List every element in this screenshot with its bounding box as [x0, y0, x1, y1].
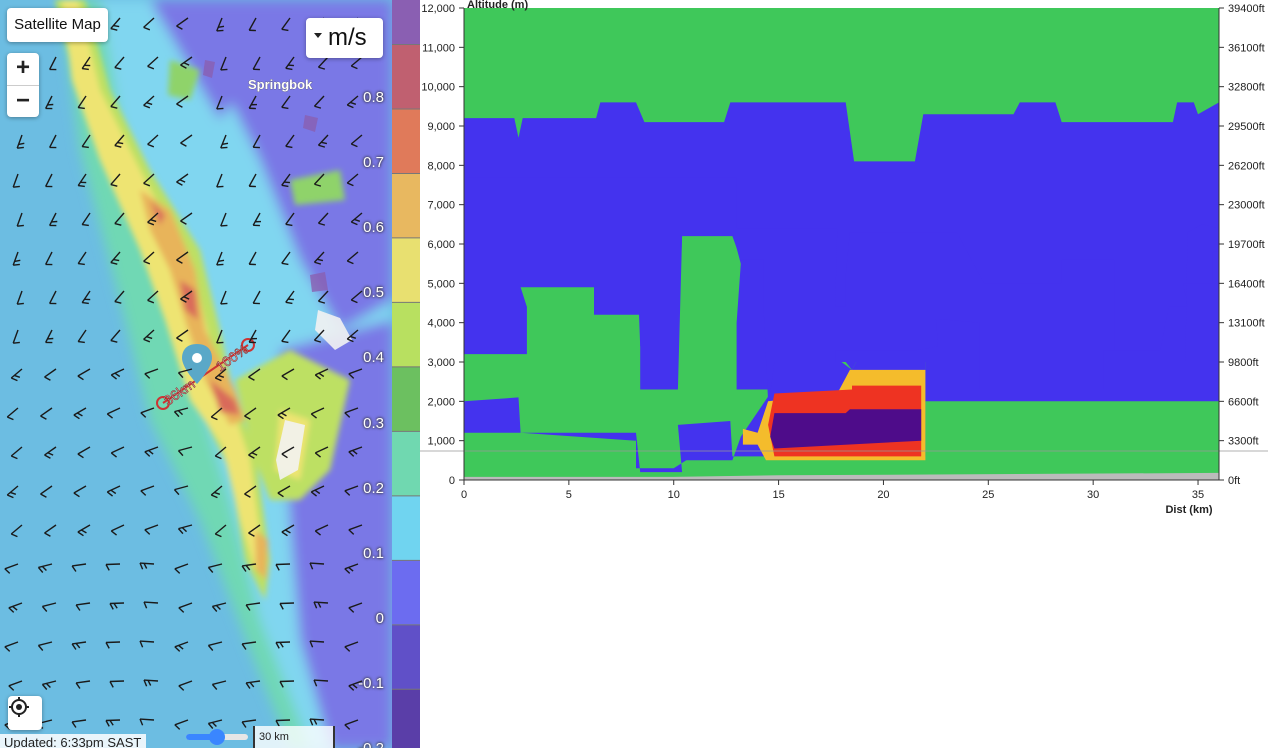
- units-select[interactable]: m/s: [306, 18, 383, 58]
- y-tick-label-left: 8,000: [427, 160, 455, 172]
- legend-label: 0.5: [363, 284, 384, 302]
- y-tick-label-left: 6,000: [427, 239, 455, 251]
- legend-label: 0.3: [363, 414, 384, 432]
- y-tick-label-right: 0ft: [1228, 475, 1240, 487]
- y-tick-label-left: 11,000: [422, 42, 455, 54]
- legend-label: -0.1: [358, 674, 384, 692]
- color-legend: [392, 0, 420, 748]
- y-tick-label-right: 32800ft: [1228, 82, 1265, 94]
- y-tick-label-right: 23000ft: [1228, 200, 1265, 212]
- updated-timestamp: Updated: 6:33pm SAST: [0, 734, 147, 748]
- zoom-out-button[interactable]: −: [15, 87, 30, 114]
- y-tick-label-right: 36100ft: [1228, 42, 1265, 54]
- opacity-slider-handle[interactable]: [209, 729, 225, 745]
- y-tick-label-left: 0: [449, 475, 455, 487]
- x-axis-title: Dist (km): [1165, 504, 1212, 516]
- weather-map[interactable]: Springbok 36km 100% Satellite Map m/s + …: [0, 0, 392, 748]
- map-raster[interactable]: Springbok 36km 100%: [0, 0, 392, 748]
- y-tick-label-left: 12,000: [421, 3, 455, 15]
- locate-button[interactable]: [8, 696, 42, 730]
- y-tick-label-left: 1,000: [427, 436, 455, 448]
- legend-label: 0: [375, 609, 384, 627]
- units-value: m/s: [328, 24, 367, 51]
- route-start-handle[interactable]: [156, 396, 170, 410]
- y-tick-label-right: 26200ft: [1228, 160, 1265, 172]
- y-tick-label-right: 39400ft: [1228, 3, 1265, 15]
- y-tick-label-left: 3,000: [427, 357, 455, 369]
- y-tick-label-right: 19700ft: [1228, 239, 1265, 251]
- location-pin-icon[interactable]: [182, 344, 212, 384]
- y-tick-label-right: 3300ft: [1228, 436, 1259, 448]
- legend-label: 0.8: [363, 89, 384, 106]
- y-tick-label-left: 5,000: [427, 278, 455, 290]
- x-tick-label: 15: [772, 489, 784, 501]
- y-tick-label-right: 9800ft: [1228, 357, 1259, 369]
- chevron-down-icon: [314, 33, 322, 38]
- y-tick-label-left: 4,000: [427, 318, 455, 330]
- cross-section-ground: [464, 472, 1219, 480]
- x-tick-label: 25: [982, 489, 994, 501]
- wind-barbs: [4, 17, 363, 730]
- y-tick-label-left: 9,000: [427, 121, 455, 133]
- cross-section-region-blue-mid: [464, 177, 1219, 402]
- x-tick-label: 5: [566, 489, 572, 501]
- legend-label: 0.7: [363, 154, 384, 172]
- map-scale-bar: 30 km: [253, 726, 335, 748]
- y-tick-label-right: 13100ft: [1228, 318, 1265, 330]
- legend-label: 0.2: [363, 479, 384, 497]
- legend-label: 0.6: [363, 219, 384, 237]
- x-tick-label: 10: [668, 489, 680, 501]
- x-tick-label: 20: [877, 489, 889, 501]
- y-tick-label-left: 2,000: [427, 396, 455, 408]
- legend-label: 0.1: [363, 544, 384, 562]
- y-tick-label-right: 29500ft: [1228, 121, 1265, 133]
- y-tick-label-right: 6600ft: [1228, 396, 1259, 408]
- zoom-control: + −: [7, 53, 39, 117]
- route-end-handle[interactable]: [241, 338, 255, 352]
- y-axis-title: Altitude (m): [467, 0, 528, 11]
- opacity-slider-fill: [186, 734, 217, 740]
- cross-section-chart[interactable]: 12,000 11,000 10,000 9,000 8,000 7,000 6,000 5,…: [420, 0, 1268, 520]
- x-tick-label: 35: [1192, 489, 1204, 501]
- legend-label: -0.2: [358, 740, 384, 748]
- y-tick-label-right: 16400ft: [1228, 278, 1265, 290]
- route-line[interactable]: [162, 344, 249, 404]
- x-tick-label: 30: [1087, 489, 1099, 501]
- y-tick-label-left: 10,000: [421, 82, 455, 94]
- x-tick-label: 0: [461, 489, 467, 501]
- legend-label: 0.4: [363, 349, 384, 367]
- place-label-springbok: Springbok: [248, 77, 313, 92]
- locate-icon: [9, 697, 29, 717]
- zoom-in-button[interactable]: +: [7, 53, 39, 86]
- y-tick-label-left: 7,000: [427, 200, 455, 212]
- satellite-map-button[interactable]: Satellite Map: [7, 8, 108, 42]
- opacity-slider[interactable]: [186, 729, 248, 745]
- cross-section-region-purple: [770, 409, 922, 449]
